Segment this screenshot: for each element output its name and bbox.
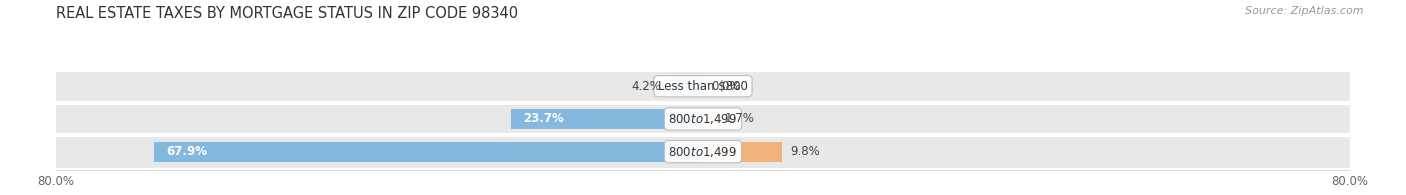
Text: 1.7%: 1.7%: [725, 113, 755, 125]
Bar: [703, 109, 717, 129]
Text: $800 to $1,499: $800 to $1,499: [668, 112, 738, 126]
Bar: [56, 103, 1350, 135]
Text: 9.8%: 9.8%: [790, 145, 820, 158]
Text: REAL ESTATE TAXES BY MORTGAGE STATUS IN ZIP CODE 98340: REAL ESTATE TAXES BY MORTGAGE STATUS IN …: [56, 6, 519, 21]
Text: $800 to $1,499: $800 to $1,499: [668, 145, 738, 159]
Text: Less than $800: Less than $800: [658, 80, 748, 93]
Bar: [56, 135, 1350, 168]
Text: Source: ZipAtlas.com: Source: ZipAtlas.com: [1246, 6, 1364, 16]
Bar: [155, 142, 703, 162]
Bar: [512, 109, 703, 129]
Text: 0.0%: 0.0%: [711, 80, 741, 93]
Text: 23.7%: 23.7%: [523, 113, 564, 125]
Bar: [669, 76, 703, 96]
Bar: [56, 70, 1350, 103]
Bar: [703, 142, 782, 162]
Text: 4.2%: 4.2%: [631, 80, 661, 93]
Text: 67.9%: 67.9%: [166, 145, 207, 158]
